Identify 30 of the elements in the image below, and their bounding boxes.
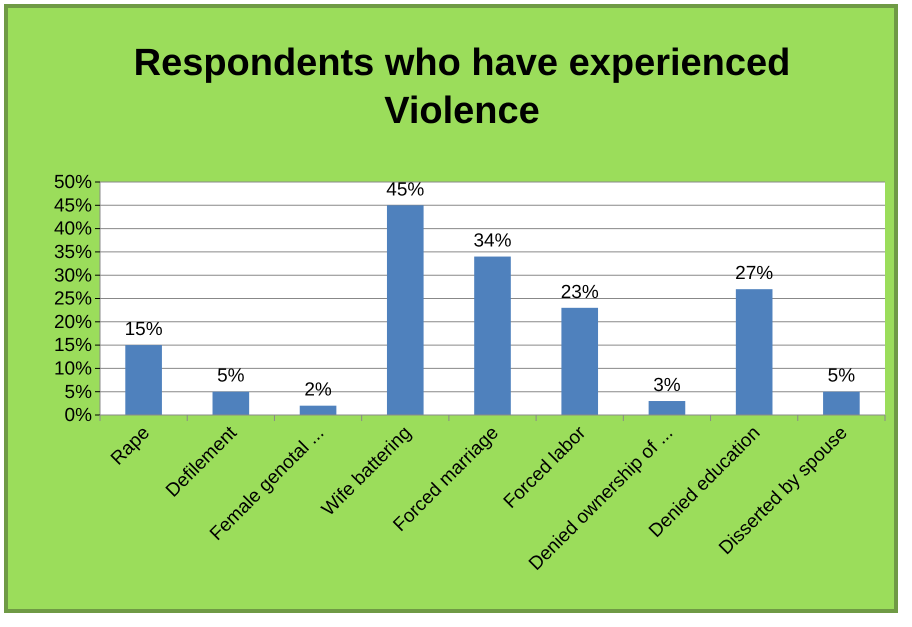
y-tick-label: 5% xyxy=(64,382,92,403)
y-tick-label: 45% xyxy=(54,195,92,216)
bar xyxy=(386,205,424,415)
y-tick-label: 10% xyxy=(54,358,92,380)
y-tick-label: 30% xyxy=(54,265,92,286)
y-tick-label: 40% xyxy=(54,218,92,240)
bar xyxy=(474,256,511,415)
data-label: 3% xyxy=(653,375,681,396)
data-label: 23% xyxy=(560,282,599,303)
data-label: 15% xyxy=(124,319,163,340)
y-tick-label: 50% xyxy=(54,172,92,194)
bar xyxy=(561,308,598,415)
data-label: 34% xyxy=(473,230,512,252)
bar xyxy=(212,392,250,415)
data-label: 45% xyxy=(386,179,424,200)
y-tick-label: 25% xyxy=(54,288,92,310)
bar xyxy=(125,345,162,415)
y-tick-label: 15% xyxy=(54,335,92,356)
data-label: 5% xyxy=(217,366,245,387)
y-tick-label: 35% xyxy=(54,242,92,263)
chart-title: Respondents who have experienced Violence xyxy=(134,42,790,132)
bar xyxy=(823,392,860,415)
bar xyxy=(648,401,686,415)
y-tick-label: 0% xyxy=(64,405,92,426)
bar xyxy=(736,289,772,415)
bar xyxy=(300,406,336,415)
data-label: 27% xyxy=(735,263,774,284)
data-label: 5% xyxy=(828,366,856,387)
data-label: 2% xyxy=(304,380,332,401)
y-tick-label: 20% xyxy=(54,312,92,333)
